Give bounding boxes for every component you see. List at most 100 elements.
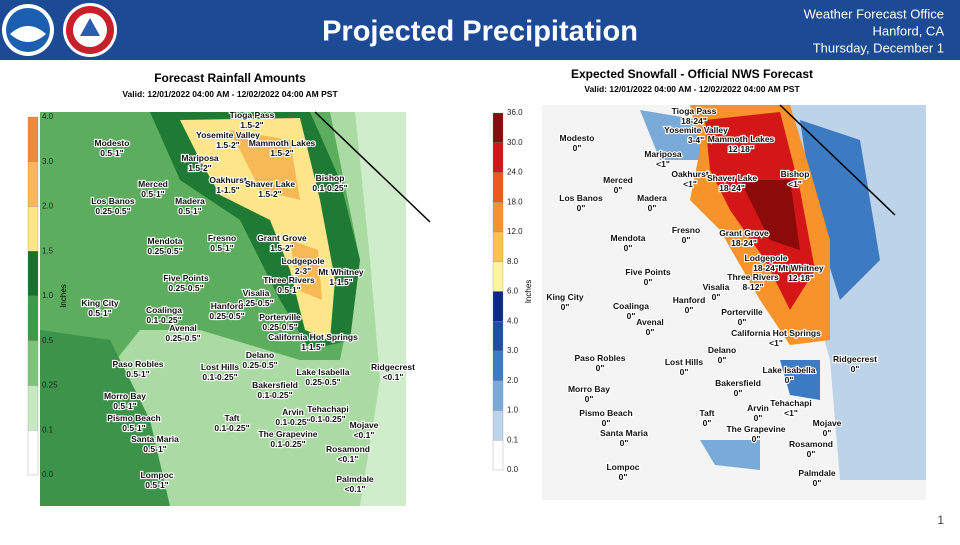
place-amount: 1.5-2" — [270, 148, 293, 158]
place-name: Mariposa — [181, 153, 219, 163]
place-amount: 1.5-2" — [216, 140, 239, 150]
map-title: Expected Snowfall - Official NWS Forecas… — [571, 67, 813, 81]
snow-map — [542, 104, 926, 500]
place-amount: 0.1-0.25" — [202, 372, 237, 382]
place-amount: <1" — [656, 159, 670, 169]
place-name: Mammoth Lakes — [708, 134, 775, 144]
office-line: Thursday, December 1 — [813, 40, 944, 55]
place-name: Santa Maria — [131, 434, 179, 444]
place-amount: 0.25-0.5" — [209, 311, 244, 321]
place-amount: 0" — [752, 434, 761, 444]
rain-area — [40, 330, 170, 506]
colorbar-segment — [492, 231, 504, 262]
place-name: Arvin — [747, 403, 769, 413]
place-amount: 0.1-0.25" — [275, 417, 310, 427]
place-name: Porterville — [721, 307, 763, 317]
place-name: Morro Bay — [104, 391, 146, 401]
place-name: Lompoc — [140, 470, 173, 480]
place-name: Porterville — [259, 312, 301, 322]
place-amount: 18-24" — [681, 116, 707, 126]
place-name: California Hot Springs — [268, 332, 358, 342]
colorbar-tick: 0.0 — [42, 470, 54, 479]
snow-area — [740, 180, 800, 250]
place-amount: 0" — [738, 317, 747, 327]
place-name: Yosemite Valley — [664, 125, 728, 135]
colorbar-segment — [492, 261, 504, 292]
colorbar-tick: 3.0 — [507, 346, 519, 355]
place-amount: 0" — [561, 302, 570, 312]
place-amount: 0" — [823, 428, 832, 438]
place-amount: 0" — [680, 367, 689, 377]
place-amount: 0" — [614, 185, 623, 195]
place-amount: 18-24" — [731, 238, 757, 248]
rain-area — [180, 118, 335, 340]
place-name: The Grapevine — [726, 424, 785, 434]
place-amount: 0.5-1" — [178, 206, 201, 216]
place-name: Lodgepole — [745, 253, 788, 263]
place-name: Mammoth Lakes — [249, 138, 316, 148]
colorbar-segment — [492, 202, 504, 233]
place-name: Avenal — [169, 323, 197, 333]
place-name: Arvin — [282, 407, 304, 417]
place-name: Taft — [225, 413, 240, 423]
place-name: Coalinga — [613, 301, 649, 311]
place-name: Modesto — [95, 138, 130, 148]
page-number: 1 — [937, 513, 944, 527]
place-amount: 0.5-1" — [113, 401, 136, 411]
colorbar-segment — [27, 161, 39, 207]
place-amount: 0" — [596, 363, 605, 373]
place-amount: 0" — [718, 355, 727, 365]
place-amount: 0.1-0.25" — [146, 315, 181, 325]
place-amount: 8-12" — [742, 282, 763, 292]
place-amount: <0.1" — [345, 484, 366, 494]
place-name: Los Banos — [91, 196, 135, 206]
place-name: Modesto — [560, 133, 595, 143]
place-amount: 0" — [585, 394, 594, 404]
colorbar-tick: 1.0 — [507, 406, 519, 415]
place-amount: <1" — [784, 408, 798, 418]
colorbar-label: Inches — [59, 284, 68, 308]
place-name: Delano — [708, 345, 736, 355]
place-amount: 0" — [648, 203, 657, 213]
place-name: Palmdale — [798, 468, 836, 478]
place-name: Lost Hills — [201, 362, 240, 372]
colorbar-tick: 1.0 — [42, 291, 54, 300]
place-name: Grant Grove — [257, 233, 307, 243]
map-valid: Valid: 12/01/2022 04:00 AM - 12/02/2022 … — [584, 84, 800, 94]
snow-area — [800, 120, 880, 300]
colorbar-tick: 0.1 — [42, 425, 54, 434]
place-amount: 0" — [734, 388, 743, 398]
colorbar-tick: 30.0 — [507, 138, 523, 147]
place-name: Pismo Beach — [107, 413, 160, 423]
place-amount: 18-24" — [753, 263, 779, 273]
colorbar-tick: 0.1 — [507, 435, 519, 444]
place-name: Tioga Pass — [672, 106, 717, 116]
place-amount: 0" — [712, 292, 721, 302]
colorbar-tick: 2.0 — [42, 202, 54, 211]
place-amount: 0" — [785, 375, 794, 385]
office-line: Hanford, CA — [872, 23, 944, 38]
colorbar-tick: 0.25 — [42, 381, 58, 390]
snow-area — [700, 440, 760, 470]
place-name: Fresno — [208, 233, 236, 243]
colorbar-tick: 0.0 — [507, 465, 519, 474]
place-amount: 1.5-2" — [270, 243, 293, 253]
colorbar-tick: 8.0 — [507, 257, 519, 266]
place-name: Paso Robles — [112, 359, 163, 369]
place-name: Madera — [637, 193, 667, 203]
place-amount: <1" — [683, 179, 697, 189]
place-name: Bakersfield — [715, 378, 761, 388]
place-name: Oakhurst — [671, 169, 708, 179]
place-name: Tioga Pass — [230, 110, 275, 120]
colorbar-segment — [492, 142, 504, 173]
place-name: Grant Grove — [719, 228, 769, 238]
place-amount: 1.5-2" — [188, 163, 211, 173]
colorbar-tick: 0.5 — [42, 336, 54, 345]
place-name: Rosamond — [789, 439, 833, 449]
place-amount: <0.1" — [338, 454, 359, 464]
colorbar-segment — [27, 206, 39, 252]
place-name: Mojave — [813, 418, 842, 428]
snow-area — [780, 360, 820, 400]
place-name: Lake Isabella — [297, 367, 350, 377]
colorbar-tick: 36.0 — [507, 108, 523, 117]
